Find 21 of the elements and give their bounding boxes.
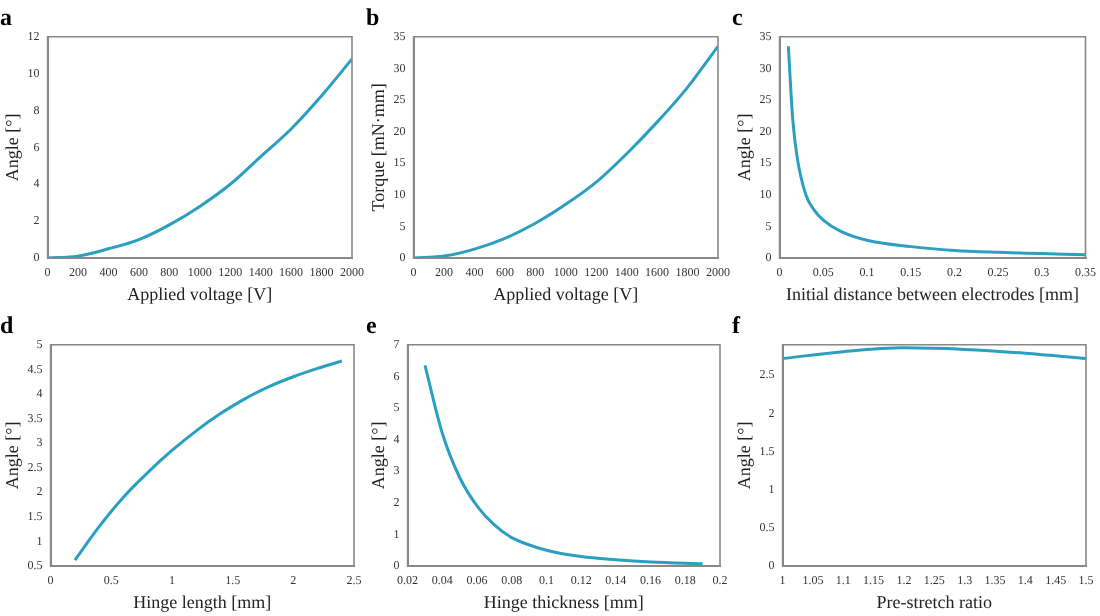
x-axis-title: Hinge thickness [mm] xyxy=(483,591,644,612)
y-axis-title: Angle [°] xyxy=(733,421,754,490)
line-series xyxy=(73,359,344,562)
chart-title: f xyxy=(732,310,742,339)
line-series xyxy=(423,363,705,566)
y-axis-title: Angle [°] xyxy=(367,421,388,490)
chart-title: a xyxy=(0,2,12,31)
y-axis-title: Torque [mN·mm] xyxy=(367,83,388,212)
x-axis-title: Initial distance between electrodes [mm] xyxy=(786,283,1079,304)
y-axis-title: Angle [°] xyxy=(733,113,754,182)
chart-title: d xyxy=(0,310,14,339)
x-axis-title: Applied voltage [V] xyxy=(493,283,639,304)
line-series xyxy=(786,44,1086,257)
x-axis-title: Applied voltage [V] xyxy=(127,283,273,304)
x-axis-title: Pre-stretch ratio xyxy=(876,591,994,612)
chart-title: c xyxy=(732,2,744,31)
x-axis-title: Hinge length [mm] xyxy=(133,591,272,612)
y-axis-title: Angle [°] xyxy=(1,113,22,182)
y-axis-title: Angle [°] xyxy=(1,421,22,490)
chart-title: b xyxy=(366,2,380,31)
chart-title: e xyxy=(366,310,378,339)
